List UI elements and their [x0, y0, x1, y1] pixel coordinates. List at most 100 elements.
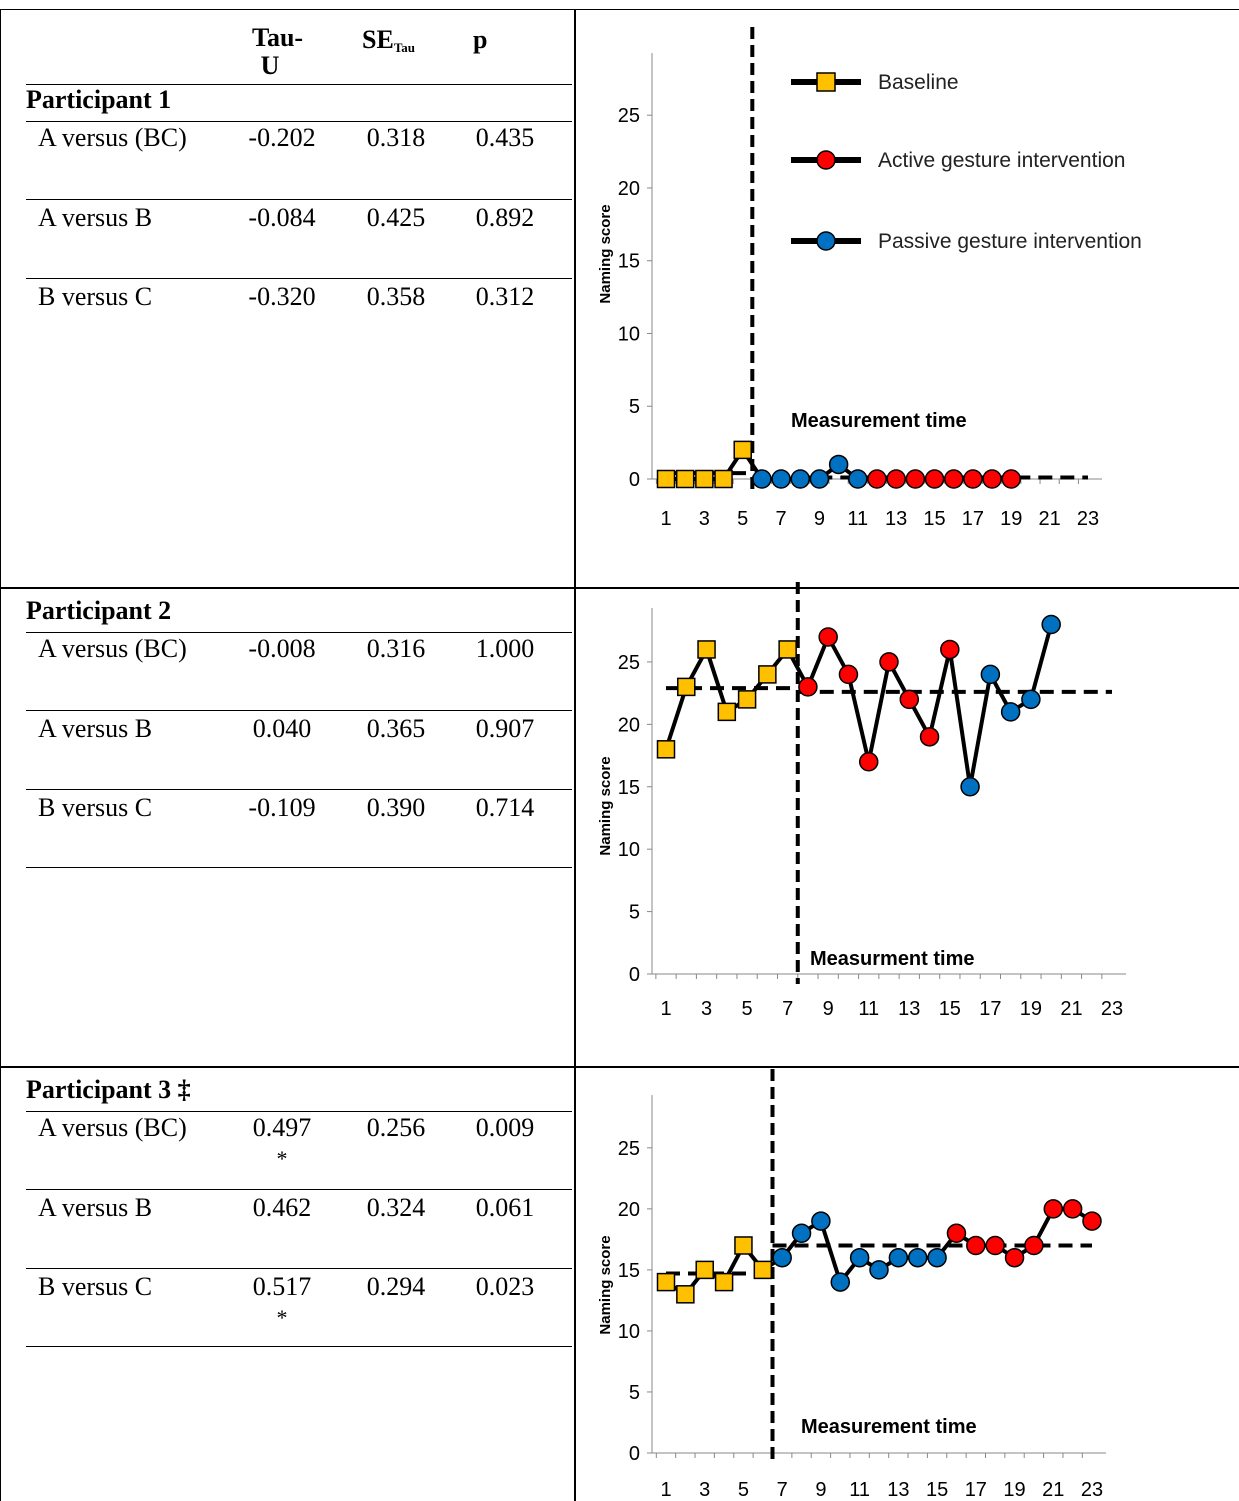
value-tau: 0.517: [252, 1272, 312, 1301]
y-axis-label: Naming score: [597, 756, 614, 855]
x-tick-label: 7: [782, 998, 793, 1020]
comparison-label: B versus C: [38, 793, 153, 822]
x-tick-label: 17: [962, 508, 984, 530]
active-intervention-point: [858, 752, 879, 772]
x-tick-label: 1: [660, 1479, 671, 1501]
comparison-label: B versus C: [38, 1272, 153, 1301]
x-tick-label: 23: [1077, 508, 1099, 530]
active-intervention-point: [1024, 1235, 1044, 1256]
y-tick-label: 5: [629, 1382, 640, 1404]
y-tick-label: 15: [618, 777, 640, 799]
x-tick-label: 5: [737, 508, 748, 530]
y-tick-label: 10: [618, 1321, 640, 1343]
value-tau: -0.084: [248, 203, 316, 232]
comparison-label: A versus (BC): [38, 634, 187, 663]
baseline-point: [697, 640, 716, 659]
value-tau: -0.202: [248, 123, 316, 152]
x-axis-label: Measurement time: [801, 1416, 977, 1438]
active-intervention-point: [838, 664, 859, 685]
active-intervention-point: [963, 469, 983, 489]
legend-label: Passive gesture intervention: [878, 230, 1142, 253]
y-tick-label: 0: [629, 964, 640, 986]
x-tick-label: 7: [777, 1479, 788, 1501]
baseline-point: [656, 1272, 676, 1292]
value-p: 1.000: [475, 634, 535, 663]
active-intervention-point: [886, 469, 906, 489]
baseline-point: [676, 1285, 695, 1304]
x-tick-label: 19: [1020, 998, 1042, 1020]
x-tick-label: 13: [898, 998, 920, 1020]
table-top-border: [0, 9, 1239, 10]
passive-intervention-point: [809, 469, 830, 489]
x-tick-label: 15: [926, 1479, 948, 1501]
participant-label: Participant 1: [26, 85, 172, 114]
value-tau: -0.320: [248, 282, 316, 311]
participant-label: Participant 3 ‡: [26, 1075, 191, 1104]
table-rule: [26, 789, 572, 790]
x-tick-label: 15: [923, 508, 945, 530]
x-tick-label: 13: [885, 508, 907, 530]
baseline-point: [778, 640, 797, 659]
comparison-label: A versus (BC): [38, 123, 187, 152]
table-rule: [26, 867, 572, 868]
active-intervention-point: [966, 1235, 986, 1256]
value-tau: -0.008: [248, 634, 316, 663]
baseline-point: [675, 469, 695, 489]
y-axis-label: Naming score: [597, 1235, 614, 1334]
active-intervention-point: [1043, 1199, 1064, 1219]
baseline-point: [677, 677, 696, 697]
baseline-point: [656, 469, 676, 489]
x-tick-label: 11: [858, 998, 879, 1020]
y-tick-label: 20: [618, 714, 640, 736]
x-tick-label: 21: [1060, 998, 1082, 1020]
baseline-point: [695, 469, 714, 489]
passive-intervention-point: [960, 777, 980, 797]
y-tick-label: 10: [618, 323, 640, 345]
x-tick-label: 19: [1003, 1479, 1025, 1501]
passive-intervention-point: [907, 1247, 928, 1268]
legend-baseline-marker: [816, 72, 836, 92]
y-tick-label: 0: [629, 1443, 640, 1465]
y-tick-label: 0: [629, 469, 640, 491]
table-divider: [574, 9, 576, 1501]
comparison-label: A versus B: [38, 1193, 153, 1222]
participant-label: Participant 2: [26, 596, 172, 625]
table-rule: [26, 1189, 572, 1190]
y-tick-label: 20: [618, 178, 640, 200]
x-tick-label: 3: [699, 1479, 710, 1501]
passive-intervention-point: [771, 469, 791, 489]
active-intervention-point: [943, 469, 964, 489]
passive-intervention-point: [849, 1247, 870, 1268]
value-se: 0.294: [366, 1272, 426, 1301]
active-intervention-point: [1082, 1211, 1102, 1231]
x-tick-label: 23: [1101, 998, 1123, 1020]
active-intervention-point: [879, 652, 899, 672]
x-tick-label: 21: [1042, 1479, 1064, 1501]
table-rule: [26, 1346, 572, 1347]
passive-intervention-point: [828, 454, 849, 475]
value-p: 0.312: [475, 282, 535, 311]
x-tick-label: 5: [742, 998, 753, 1020]
value-se: 0.256: [366, 1113, 426, 1142]
active-intervention-point: [982, 469, 1002, 489]
header-tau-u: Tau-U: [252, 23, 304, 80]
baseline-point: [753, 1260, 773, 1280]
value-se: 0.318: [366, 123, 426, 152]
y-tick-label: 15: [618, 251, 640, 273]
value-se: 0.365: [366, 714, 426, 743]
active-intervention-point: [798, 677, 818, 697]
passive-intervention-point: [1000, 702, 1021, 722]
comparison-label: B versus C: [38, 282, 153, 311]
x-tick-label: 21: [1039, 508, 1061, 530]
active-intervention-point: [818, 627, 838, 647]
passive-intervention-point: [869, 1260, 889, 1280]
value-se: 0.316: [366, 634, 426, 663]
x-tick-label: 3: [699, 508, 710, 530]
value-p: 0.009: [475, 1113, 535, 1142]
active-intervention-point: [919, 727, 940, 747]
section-border-1: [0, 587, 1239, 589]
y-axis-label: Naming score: [597, 204, 614, 303]
